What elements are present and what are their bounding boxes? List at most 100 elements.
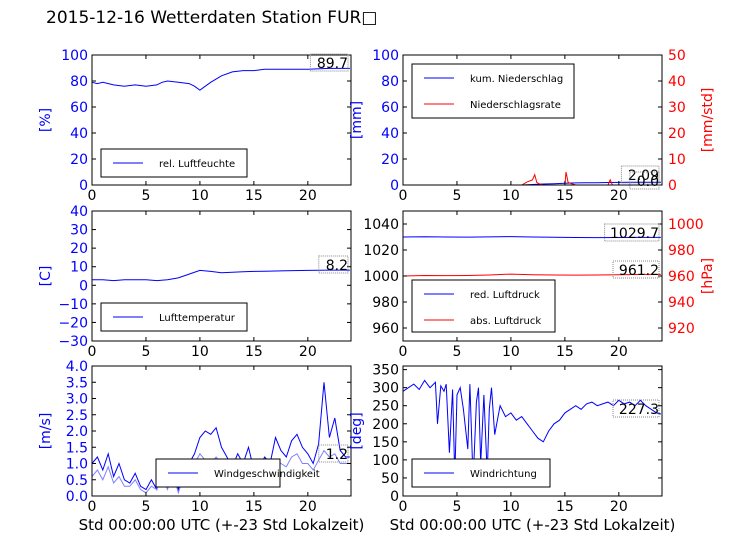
y-tick-label: 0 [79,278,88,294]
panel-4: 0 5 10 15 20 960 980 1000 1020 1040 920 940 960 980 10… [363,210,716,360]
y-right-tick-label: 30 [668,100,686,116]
annotation-box [612,399,660,418]
x-tick-label: 10 [502,344,520,360]
y-right-tick-label: 940 [668,295,695,311]
panel-2: 0 5 10 15 20 0 20 40 60 80 100 0 10 20 30 40 50 [mm/std] [… [349,48,716,204]
legend-box [411,279,556,333]
y-axis-label: [C] [38,266,54,287]
legend-label: Windgeschwindigkeit [214,469,320,480]
series-line-1 [91,382,350,492]
y-tick-label: 100 [372,453,399,469]
series-line-2 [403,171,661,186]
series-line-1 [402,236,661,239]
y-tick-label: 980 [372,295,399,311]
y-right-tick-label: 980 [668,243,695,259]
legend-label: Niederschlagsrate [470,100,561,111]
series-line-1 [402,379,662,482]
y-tick-label: 100 [372,48,399,64]
y-right-tick-label: 50 [668,48,686,64]
series-line-1 [91,67,350,91]
annotation-box [318,255,349,274]
x-tick-label: 20 [299,188,317,204]
y-tick-label: 10 [70,260,88,276]
axes-frame [91,54,352,186]
annotation-label: 2.09 [628,168,659,184]
y-tick-label: 4.0 [66,359,88,375]
x-tick-label: 15 [245,499,263,515]
legend-box [411,63,575,119]
figure-title: 2015-12-16 Wetterdaten Station FUR□ [46,8,378,28]
y-tick-label: −30 [58,334,88,350]
x-tick-label: 15 [245,188,263,204]
y-tick-label: 40 [70,126,88,142]
y-tick-label: 60 [70,100,88,116]
y-tick-label: 0 [390,489,399,505]
legend: Lufttemperatur [100,302,248,332]
x-tick-label: 20 [610,344,628,360]
y-tick-label: 960 [372,321,399,337]
x-tick-label: 0 [88,499,97,515]
y-axis-label: [m/s] [38,413,54,450]
x-tick-label: 10 [191,188,209,204]
y-tick-label: 60 [381,100,399,116]
legend-label: abs. Luftdruck [470,316,541,327]
x-tick-label: 0 [88,188,97,204]
y-right-tick-label: 1000 [668,217,704,233]
y-tick-label: 50 [381,471,399,487]
annotation-box [604,223,660,242]
legend: kum. Niederschlag Niederschlagsrate [411,63,575,119]
y-tick-label: 3.0 [66,392,88,408]
legend: red. Luftdruck abs. Luftdruck [411,279,556,333]
series-line-1 [92,269,350,282]
y-tick-label: 1020 [363,243,399,259]
x-tick-label: 20 [299,499,317,515]
panel-5: 0 5 10 15 20 0.00.51.01.52.02.53.03.54.0 [m/s]… [38,359,364,534]
y-tick-label: 20 [70,152,88,168]
y-tick-label: 150 [372,435,399,451]
x-tick-label: 0 [399,344,408,360]
x-tick-label: 15 [556,188,574,204]
annotation-label: 1.2 [326,447,348,463]
annotation-label: 1029.7 [610,226,659,242]
x-tick-label: 20 [610,188,628,204]
legend: Windgeschwindigkeit [155,458,320,488]
x-tick-label: 5 [452,344,461,360]
y-tick-label: 2.5 [66,408,88,424]
y-right-tick-label: 0 [668,178,677,194]
annotation-box [629,171,660,190]
panel-3: 0 5 10 15 20 −30 −20 −10 0 10 20 30 40 [C] Lufttempera… [38,204,352,360]
y-tick-label: 1000 [363,269,399,285]
series-line-1 [403,181,661,186]
x-tick-label: 0 [399,499,408,515]
x-tick-label: 5 [141,344,150,360]
y-tick-label: 80 [381,74,399,90]
y-right-tick-label: 20 [668,126,686,142]
y-axis-label: [deg] [349,412,365,449]
x-tick-label: 0 [399,188,408,204]
x-tick-label: 20 [299,344,317,360]
annotation-label: 227.3 [619,402,659,418]
y-tick-label: 20 [70,241,88,257]
y-tick-label: 100 [61,48,88,64]
legend: Windrichtung [411,458,551,488]
x-tick-label: 10 [191,499,209,515]
y-tick-label: 1.0 [66,457,88,473]
x-tick-label: 5 [452,188,461,204]
y-tick-label: 2.0 [66,424,88,440]
x-tick-label: 5 [141,188,150,204]
y-tick-label: 40 [381,126,399,142]
y-right-tick-label: 40 [668,74,686,90]
y-right-tick-label: 920 [668,321,695,337]
y-tick-label: −10 [58,297,88,313]
axes-frame [402,54,663,186]
annotation-label: 961.2 [619,263,659,279]
annotation-box [318,444,349,463]
x-tick-label: 5 [141,499,150,515]
legend-label: rel. Luftfeuchte [159,159,235,170]
annotation-box [612,260,660,279]
x-tick-label: 15 [556,499,574,515]
annotation-box [620,165,660,184]
x-axis-label: Std 00:00:00 UTC (+-23 Std Lokalzeit) [79,516,365,534]
